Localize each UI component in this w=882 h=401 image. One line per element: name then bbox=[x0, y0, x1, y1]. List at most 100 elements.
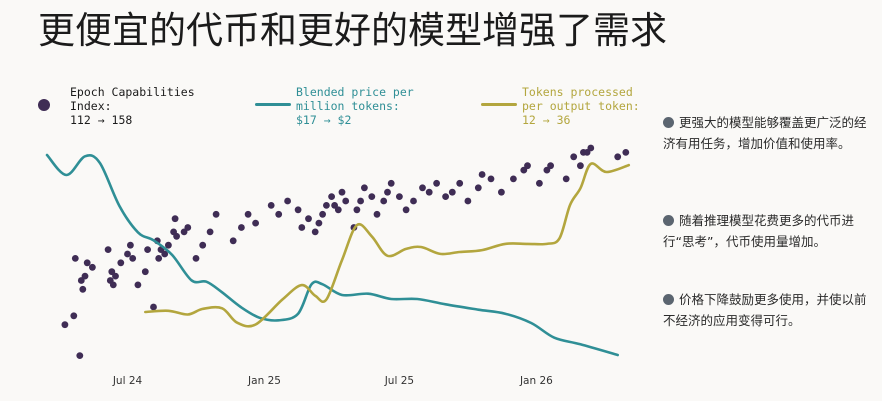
chart: Jul 24 Jan 25 Jul 25 Jan 26 bbox=[45, 144, 631, 387]
ci-point bbox=[328, 193, 335, 201]
ci-point bbox=[165, 241, 172, 249]
tokens-series-line bbox=[144, 162, 631, 328]
legend-price-line-icon bbox=[255, 103, 291, 106]
ci-point bbox=[384, 188, 391, 196]
ci-point bbox=[199, 241, 207, 249]
ci-point bbox=[478, 171, 486, 178]
ci-point bbox=[570, 153, 578, 161]
ci-point bbox=[109, 281, 117, 289]
price-series-line bbox=[45, 153, 619, 357]
bullet-icon bbox=[663, 117, 674, 128]
ci-point bbox=[89, 263, 96, 271]
ci-point bbox=[614, 153, 622, 161]
ci-point bbox=[141, 268, 149, 276]
page-title: 更便宜的代币和更好的模型增强了需求 bbox=[38, 9, 667, 52]
ci-point bbox=[173, 232, 181, 240]
ci-point bbox=[212, 210, 220, 218]
ci-point bbox=[81, 272, 89, 280]
ci-point bbox=[464, 197, 472, 205]
note-price: 价格下降鼓励更多使用，并使以前不经济的应用变得可行。 bbox=[663, 289, 873, 331]
x-axis: Jul 24 Jan 25 Jul 25 Jan 26 bbox=[112, 375, 553, 387]
ci-point bbox=[498, 188, 505, 196]
ci-point bbox=[129, 255, 137, 262]
ci-scatter bbox=[61, 144, 630, 359]
ci-point bbox=[562, 175, 570, 183]
ci-point bbox=[171, 215, 179, 223]
ci-point bbox=[144, 246, 152, 254]
ci-point bbox=[184, 224, 192, 231]
ci-point bbox=[192, 255, 200, 262]
ci-point bbox=[244, 210, 252, 218]
x-tick-label: Jan 25 bbox=[247, 375, 281, 387]
ci-point bbox=[396, 193, 403, 201]
ci-point bbox=[622, 149, 630, 156]
ci-point bbox=[150, 303, 157, 311]
ci-point bbox=[547, 162, 554, 170]
ci-point bbox=[536, 179, 543, 187]
legend-ci-dot-icon bbox=[38, 99, 50, 111]
legend-tokens-label: Tokens processed per output token: 12 → … bbox=[522, 85, 640, 127]
ci-point bbox=[117, 259, 125, 267]
ci-point bbox=[76, 352, 84, 359]
ci-point bbox=[275, 210, 283, 218]
ci-point bbox=[510, 175, 517, 183]
ci-point bbox=[587, 144, 595, 152]
ci-point bbox=[410, 197, 417, 205]
ci-point bbox=[315, 219, 323, 227]
legend-price-label: Blended price per million tokens: $17 → … bbox=[296, 85, 414, 127]
ci-point bbox=[323, 202, 330, 209]
ci-point bbox=[380, 197, 388, 205]
ci-point bbox=[71, 255, 79, 262]
ci-point bbox=[442, 193, 449, 201]
ci-point bbox=[456, 179, 464, 187]
ci-point bbox=[79, 285, 87, 293]
note-capability: 更强大的模型能够覆盖更广泛的经济有用任务，增加价值和使用率。 bbox=[663, 112, 873, 154]
note-capability-text: 更强大的模型能够覆盖更广泛的经济有用任务，增加价值和使用率。 bbox=[663, 115, 867, 151]
ci-point bbox=[577, 162, 584, 170]
ci-point bbox=[112, 272, 119, 280]
ci-point bbox=[433, 179, 440, 187]
note-price-text: 价格下降鼓励更多使用，并使以前不经济的应用变得可行。 bbox=[663, 292, 867, 328]
ci-point bbox=[524, 162, 531, 170]
ci-point bbox=[448, 188, 456, 196]
ci-point bbox=[357, 197, 364, 205]
legend-tokens-line-icon bbox=[481, 103, 517, 106]
ci-point bbox=[134, 281, 142, 289]
note-reasoning-text: 随着推理模型花费更多的代币进行“思考”，代币使用量增加。 bbox=[663, 213, 855, 249]
ci-point bbox=[402, 206, 410, 214]
ci-point bbox=[311, 228, 319, 236]
ci-point bbox=[368, 193, 376, 201]
bullet-icon bbox=[663, 215, 674, 226]
ci-point bbox=[419, 184, 426, 192]
ci-point bbox=[104, 246, 112, 254]
ci-point bbox=[487, 175, 495, 183]
ci-point bbox=[229, 237, 237, 245]
bullet-icon bbox=[663, 294, 674, 305]
ci-point bbox=[319, 210, 326, 218]
x-tick-label: Jul 25 bbox=[384, 375, 414, 387]
ci-point bbox=[298, 224, 306, 231]
ci-point bbox=[387, 179, 395, 187]
ci-point bbox=[155, 255, 163, 262]
ci-point bbox=[267, 202, 275, 209]
ci-point bbox=[70, 312, 78, 320]
ci-point bbox=[61, 321, 69, 329]
ci-point bbox=[206, 228, 214, 236]
ci-point bbox=[126, 241, 134, 249]
ci-point bbox=[161, 250, 169, 258]
ci-point bbox=[294, 206, 302, 214]
ci-point bbox=[425, 188, 433, 196]
ci-point bbox=[474, 184, 482, 192]
ci-point bbox=[238, 224, 245, 231]
x-tick-label: Jan 26 bbox=[519, 375, 553, 387]
note-reasoning: 随着推理模型花费更多的代币进行“思考”，代币使用量增加。 bbox=[663, 210, 873, 252]
ci-point bbox=[305, 215, 312, 223]
legend-ci-label: Epoch Capabilities Index: 112 → 158 bbox=[70, 85, 195, 127]
ci-point bbox=[342, 197, 350, 205]
ci-point bbox=[83, 259, 91, 267]
ci-point bbox=[373, 210, 381, 218]
x-tick-label: Jul 24 bbox=[112, 375, 143, 387]
ci-point bbox=[252, 219, 259, 227]
ci-point bbox=[334, 206, 342, 214]
ci-point bbox=[284, 197, 291, 205]
